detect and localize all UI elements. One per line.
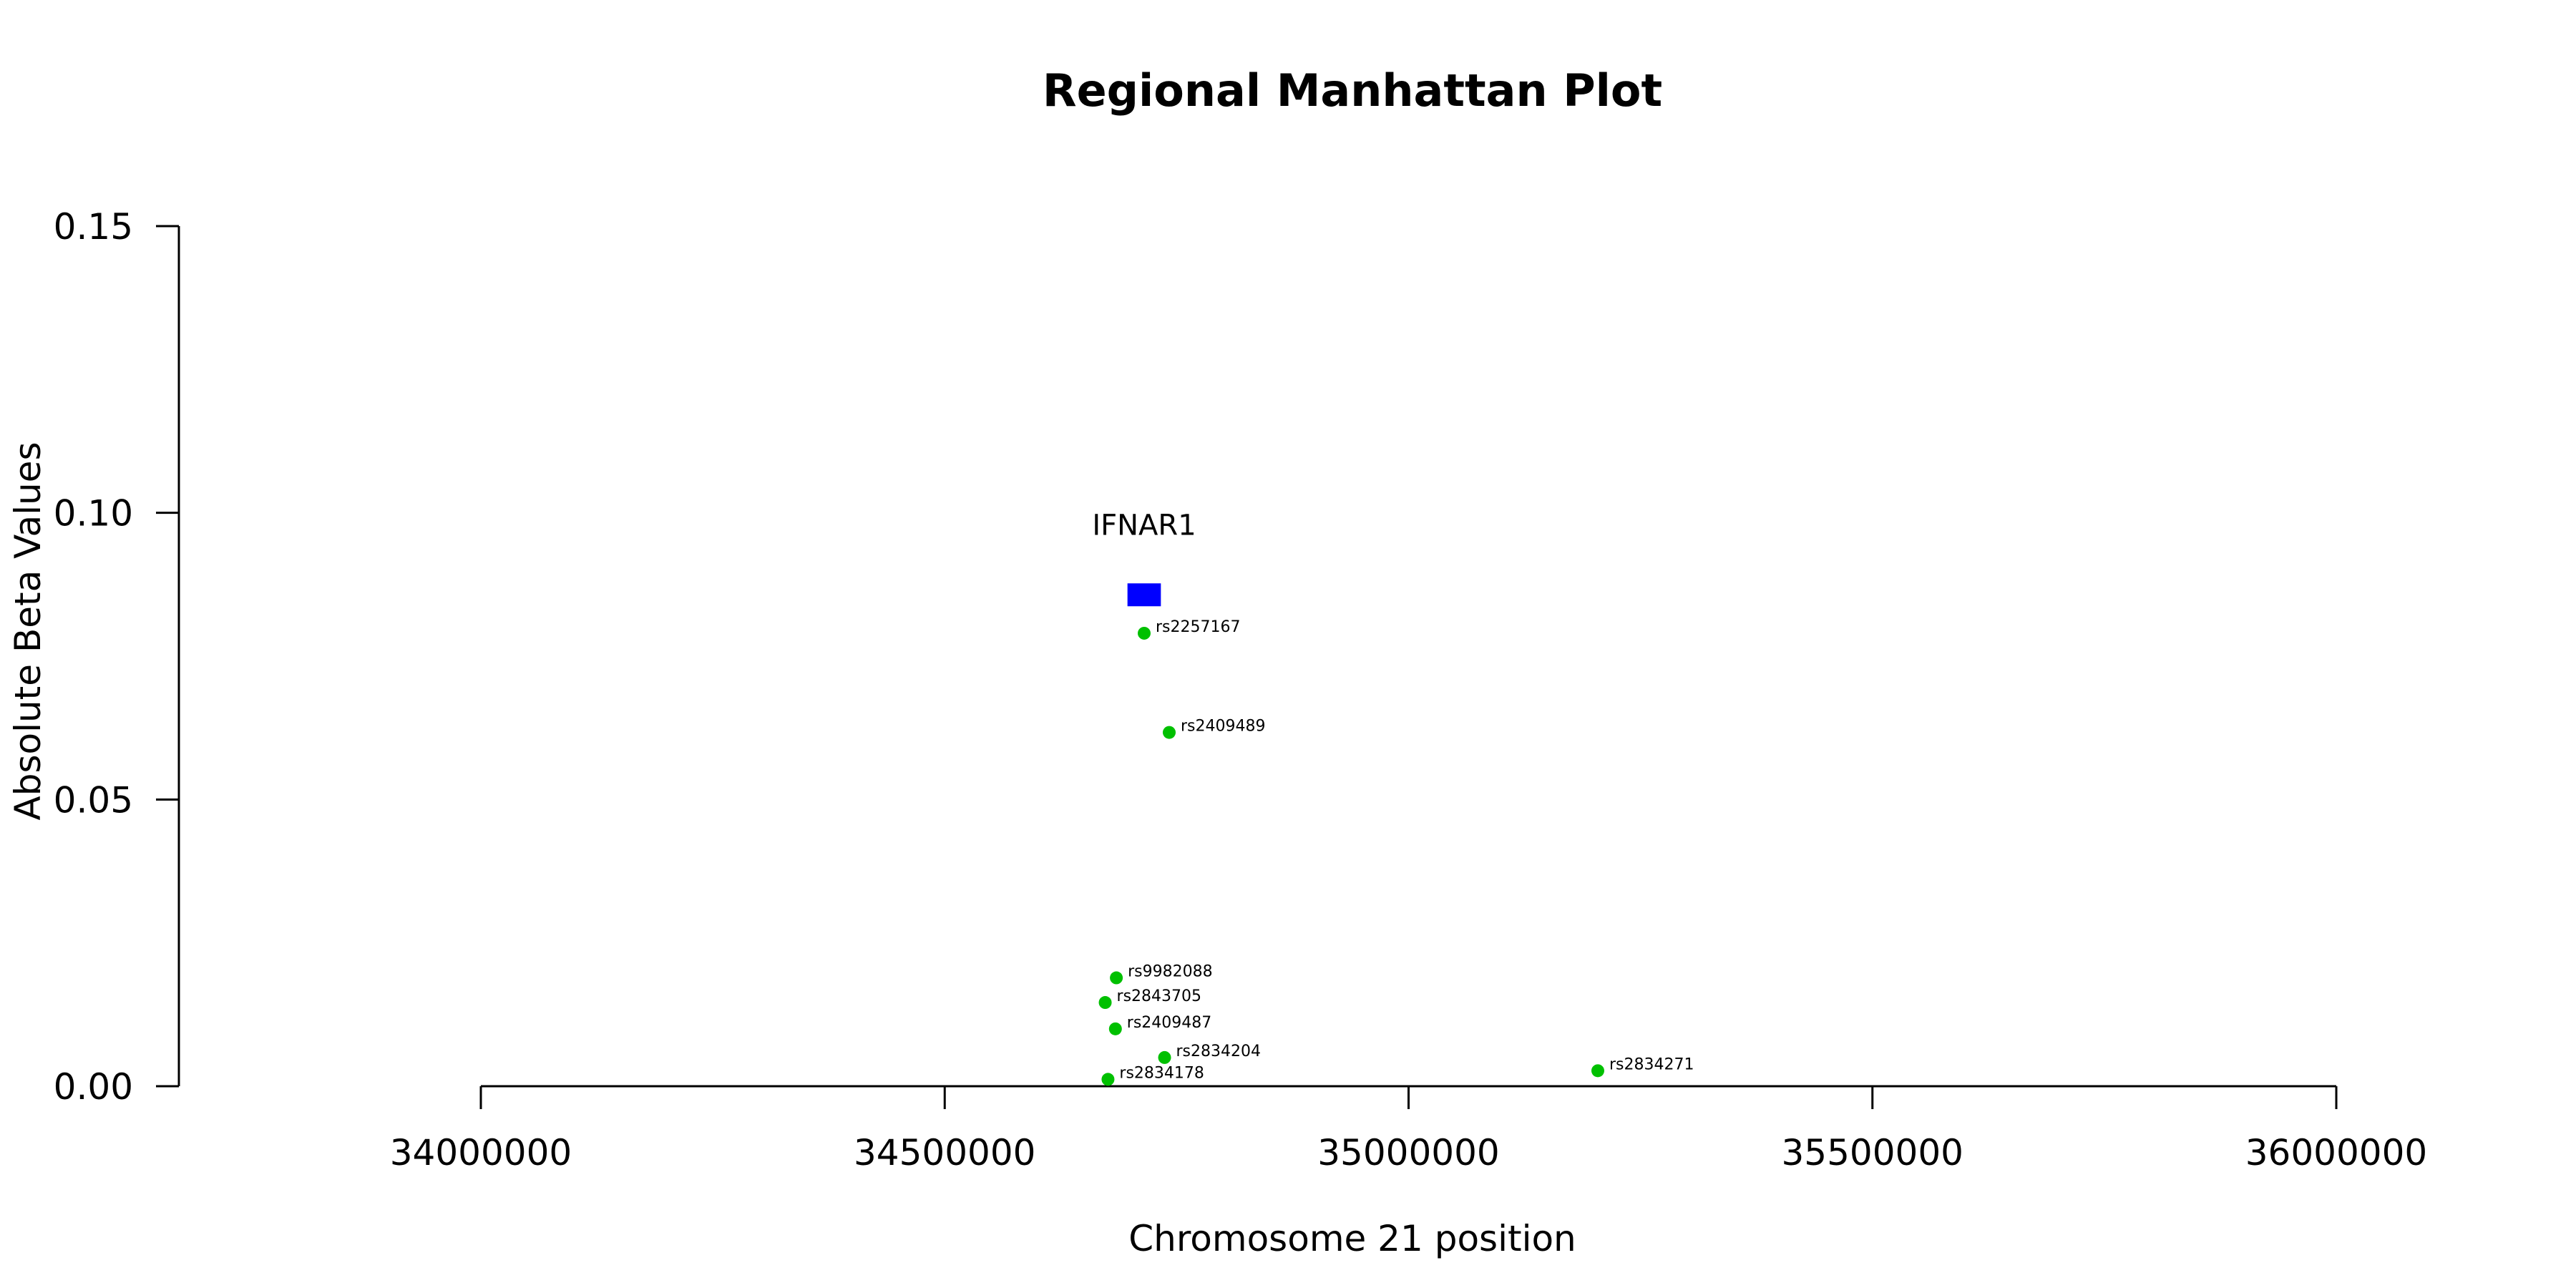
snp-point (1098, 996, 1112, 1010)
y-axis-ticks: 0.00 0.05 0.10 0.15 (54, 206, 179, 1108)
x-tick-label: 35000000 (1317, 1132, 1500, 1174)
y-axis-label: Absolute Beta Values (7, 442, 49, 821)
gene-label: IFNAR1 (1092, 509, 1196, 542)
snp-label: rs2257167 (1156, 618, 1241, 636)
snp-label: rs2843705 (1117, 987, 1202, 1005)
x-axis-label: Chromosome 21 position (1128, 1218, 1576, 1259)
y-tick-label: 0.15 (54, 206, 133, 248)
snp-label: rs9982088 (1128, 963, 1213, 981)
snp-label: rs2834178 (1119, 1064, 1204, 1082)
gene-block (1127, 583, 1161, 607)
x-tick-label: 36000000 (2245, 1132, 2428, 1174)
snp-label: rs2409487 (1127, 1014, 1212, 1032)
snp-point (1158, 1050, 1171, 1064)
y-tick-label: 0.05 (54, 779, 133, 821)
snp-label: rs2834204 (1176, 1043, 1262, 1060)
snp-point (1137, 626, 1151, 640)
y-tick-label: 0.00 (54, 1066, 133, 1108)
chart-title: Regional Manhattan Plot (1043, 64, 1662, 117)
y-tick-label: 0.10 (54, 493, 133, 535)
x-tick-label: 34500000 (854, 1132, 1036, 1174)
snp-label: rs2834271 (1609, 1055, 1694, 1073)
snp-point (1110, 971, 1123, 985)
snp-point (1163, 726, 1176, 739)
snp-label: rs2409489 (1181, 718, 1266, 736)
snp-point (1591, 1064, 1604, 1078)
x-tick-label: 34000000 (390, 1132, 572, 1174)
snp-point (1108, 1022, 1122, 1035)
snp-points: rs2257167 rs2409489 rs9982088 rs2843705 rs24… (1098, 618, 1694, 1086)
snp-point (1101, 1073, 1115, 1086)
x-axis-ticks: 34000000 34500000 35000000 35500000 36000000 (390, 1086, 2428, 1174)
gene-track: IFNAR1 (1092, 509, 1196, 607)
x-tick-label: 35500000 (1782, 1132, 1964, 1174)
